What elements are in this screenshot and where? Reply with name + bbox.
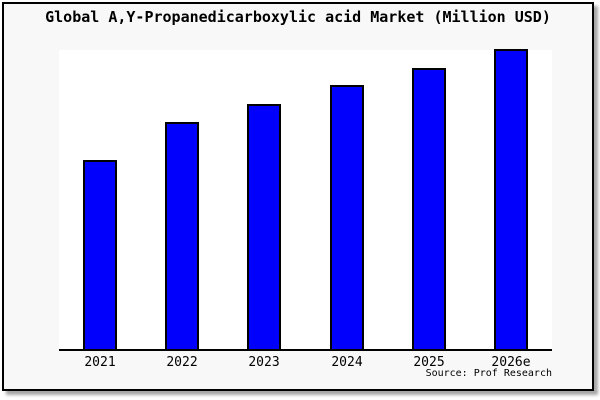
source-note: Source: Prof Research [425,368,552,379]
bar-2023 [247,104,281,349]
x-axis-label-2021: 2021 [84,355,116,370]
x-axis-label-2024: 2024 [331,355,363,370]
bar-2022 [165,122,199,349]
bar-2021 [83,160,117,349]
x-axis-label-2026e: 2026e [491,355,531,370]
chart-title: Global A,Y-Propanedicarboxylic acid Mark… [45,8,551,26]
x-axis-label-2022: 2022 [166,355,198,370]
bar-2024 [330,85,364,349]
plot-area [59,49,552,351]
x-axis-label-2025: 2025 [413,355,445,370]
bar-2026e [494,49,528,349]
bar-2025 [412,68,446,349]
x-axis-label-2023: 2023 [248,355,280,370]
chart-window: Global A,Y-Propanedicarboxylic acid Mark… [2,2,594,391]
